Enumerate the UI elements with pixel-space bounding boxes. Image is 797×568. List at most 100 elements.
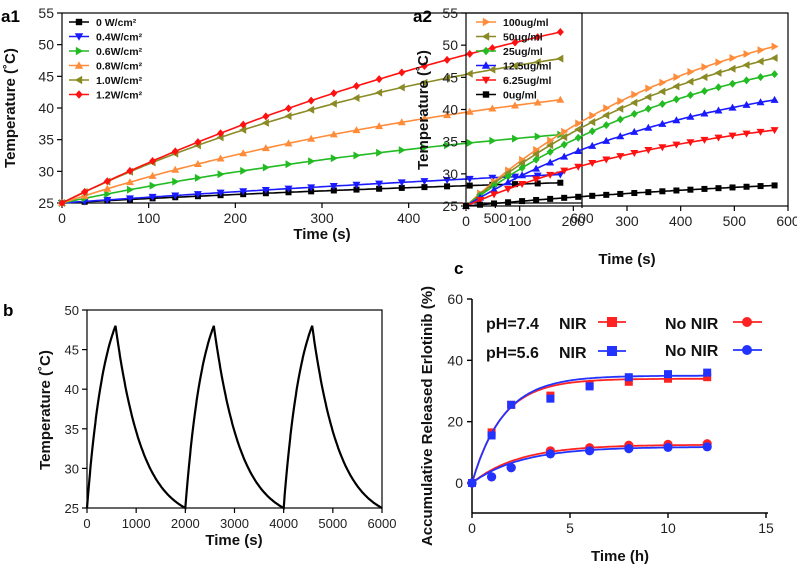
c-series-0-point-5 bbox=[624, 377, 633, 386]
a2-legend-marker-1 bbox=[481, 32, 490, 41]
panel-c-label: c bbox=[454, 259, 463, 278]
a2-xtick-label-5: 500 bbox=[723, 213, 747, 229]
a1-series-1-point-10 bbox=[284, 185, 293, 193]
c-series-1-point-2 bbox=[507, 400, 516, 409]
a1-series-5-point-6 bbox=[194, 138, 202, 147]
a1-series-1-point-18 bbox=[465, 175, 474, 183]
a1-series-1-point-4 bbox=[148, 193, 157, 201]
c-series-0-point-6 bbox=[664, 374, 672, 383]
a1-series-3-point-22 bbox=[556, 95, 565, 103]
a1-series-5-point-11 bbox=[307, 96, 315, 105]
a2-legend-label-1: 50ug/ml bbox=[503, 32, 543, 44]
a1-ytick-label-3: 40 bbox=[38, 100, 54, 116]
a2-series-2-point-6 bbox=[546, 147, 554, 156]
a1-xtick-label-2: 200 bbox=[224, 210, 248, 226]
a2-legend-label-3: 12.5ug/ml bbox=[503, 61, 552, 73]
a1-xtick-label-3: 300 bbox=[310, 210, 334, 226]
panel-b-series bbox=[85, 325, 383, 510]
panel-c-ylabel: Accumulative Released Erlotinib (%) bbox=[419, 286, 436, 546]
a2-series-1-point-4 bbox=[518, 159, 526, 168]
a1-series-1-point-19 bbox=[488, 174, 497, 182]
panel-b-xlabel: Time (s) bbox=[205, 532, 262, 549]
a2-series-5-point-20 bbox=[743, 183, 750, 190]
a1-series-5-point-10 bbox=[285, 104, 293, 113]
a2-series-3-point-5 bbox=[532, 164, 541, 172]
a2-series-0-point-6 bbox=[547, 136, 555, 145]
a2-series-2-point-21 bbox=[757, 73, 765, 82]
legend-ph56-nonir: No NIR bbox=[665, 343, 719, 360]
a1-series-2-point-10 bbox=[285, 160, 293, 169]
c-series-3-point-0 bbox=[467, 478, 477, 488]
a2-series-2-point-12 bbox=[630, 109, 638, 118]
a1-series-5-point-4 bbox=[149, 156, 157, 165]
a1-series-3-point-16 bbox=[420, 114, 429, 122]
a1-series-5-point-12 bbox=[330, 89, 338, 98]
a1-series-4-point-14 bbox=[375, 88, 383, 97]
a1-ytick-label-1: 30 bbox=[38, 163, 54, 179]
c-series-3-point-1 bbox=[487, 472, 497, 482]
a1-series-5-point-0 bbox=[58, 199, 66, 207]
a1-series-1-point-3 bbox=[125, 195, 134, 203]
a2-series-2-point-5 bbox=[532, 155, 540, 164]
a2-series-3-point-2 bbox=[490, 185, 499, 193]
a2-series-0-point-19 bbox=[729, 54, 737, 63]
panel-c-series bbox=[467, 368, 712, 488]
a2-series-5-point-12 bbox=[631, 190, 638, 197]
a2-series-2-point-16 bbox=[686, 91, 694, 100]
a2-legend-marker-3 bbox=[481, 61, 491, 69]
a2-series-1-point-17 bbox=[700, 73, 708, 82]
b-xtick-label-5: 5000 bbox=[318, 516, 347, 531]
a1-series-1-point-14 bbox=[375, 180, 384, 188]
legend-ph56-nir: NIR bbox=[559, 345, 587, 362]
b-ytick-label-1: 30 bbox=[65, 461, 79, 476]
a1-ytick-label-2: 35 bbox=[38, 132, 54, 148]
a2-series-1-point-14 bbox=[658, 87, 666, 96]
a1-series-5-point-21 bbox=[534, 33, 542, 42]
a2-series-0-point-7 bbox=[561, 127, 569, 136]
a1-series-0-point-18 bbox=[466, 182, 473, 189]
a2-series-3-point-4 bbox=[518, 171, 527, 179]
a1-series-1-point-16 bbox=[420, 178, 429, 186]
a1-series-1-point-20 bbox=[511, 173, 520, 181]
a1-ytick-label-4: 45 bbox=[38, 68, 54, 84]
a1-series-3-point-21 bbox=[533, 98, 542, 106]
a1-series-5-point-19 bbox=[488, 44, 496, 53]
a2-series-4-point-15 bbox=[672, 141, 681, 149]
a1-series-2-point-6 bbox=[194, 173, 202, 182]
c-series-3-point-3 bbox=[545, 449, 556, 459]
a2-series-4-point-22 bbox=[770, 127, 779, 135]
a1-series-4-point-12 bbox=[329, 99, 337, 108]
a1-series-2-point-8 bbox=[240, 166, 248, 175]
a2-series-1-point-10 bbox=[602, 111, 610, 120]
a2-series-0-point-14 bbox=[659, 78, 667, 87]
a1-series-3-point-8 bbox=[239, 149, 248, 157]
legend-ph74-nir-marker bbox=[607, 317, 617, 327]
a2-series-5-point-1 bbox=[477, 201, 484, 208]
a2-series-1-point-16 bbox=[686, 77, 694, 86]
a1-series-4-point-9 bbox=[261, 118, 269, 127]
a2-series-2-point-18 bbox=[714, 83, 722, 92]
a2-series-4-point-16 bbox=[686, 139, 695, 147]
a2-series-1-point-12 bbox=[630, 98, 638, 107]
b-xtick-label-4: 4000 bbox=[269, 516, 298, 531]
a2-series-5-point-0 bbox=[463, 203, 469, 209]
b-xtick-label-0: 0 bbox=[83, 516, 90, 531]
c-xtick-label-1: 5 bbox=[566, 520, 574, 536]
a1-series-4-point-18 bbox=[465, 69, 473, 78]
a1-series-3-point-5 bbox=[171, 165, 180, 173]
a1-series-5-point-7 bbox=[217, 129, 225, 138]
panel-a2-series bbox=[462, 42, 779, 210]
a2-series-5-point-18 bbox=[715, 185, 722, 192]
panel-c-ticks: 0 5 10 15 0 20 40 60 bbox=[447, 291, 774, 536]
a1-series-1-point-17 bbox=[443, 177, 452, 185]
a2-series-5-point-9 bbox=[589, 192, 596, 199]
a2-series-2-point-14 bbox=[658, 99, 666, 108]
a1-series-2-point-20 bbox=[512, 134, 520, 143]
a1-legend-marker-1 bbox=[74, 33, 84, 41]
a2-series-2-point-15 bbox=[672, 95, 680, 104]
a1-series-3-point-9 bbox=[261, 144, 270, 152]
a2-series-1-point-15 bbox=[672, 82, 680, 91]
a2-legend-marker-0 bbox=[482, 17, 491, 27]
a1-series-4-point-22 bbox=[556, 54, 564, 63]
